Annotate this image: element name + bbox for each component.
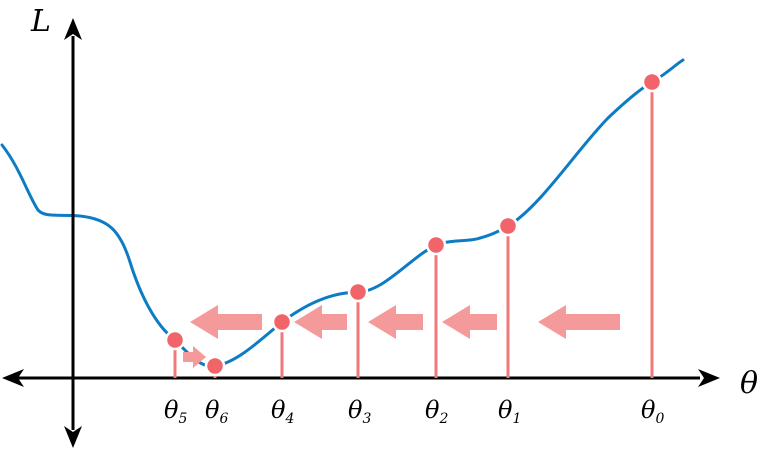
- point-theta1: [497, 215, 519, 237]
- label-theta0: θ0: [641, 396, 664, 427]
- label-theta2: θ2: [425, 396, 448, 427]
- label-theta5: θ5: [164, 396, 187, 427]
- step-arrow-right: [183, 346, 206, 368]
- iterate-points: [164, 71, 663, 377]
- y-axis-bottom-arrowhead: [64, 426, 82, 448]
- loss-curve: [0, 58, 685, 368]
- step-arrow-left: [538, 305, 620, 339]
- drop-lines: [173, 82, 654, 378]
- label-theta1: θ1: [498, 396, 521, 427]
- y-axis-top-arrowhead: [64, 18, 82, 40]
- iterate-labels: θ5 θ6 θ4 θ3 θ2 θ1 θ0: [164, 396, 664, 427]
- point-theta5: [164, 329, 186, 351]
- label-theta3: θ3: [348, 396, 371, 427]
- step-arrows: [183, 305, 620, 368]
- x-axis-label: θ: [740, 366, 758, 401]
- point-theta2: [425, 234, 447, 256]
- label-theta6: θ6: [205, 396, 228, 427]
- point-theta0: [641, 71, 663, 93]
- x-axis-right-arrowhead: [698, 369, 720, 387]
- step-arrow-left: [442, 305, 497, 339]
- point-theta3: [347, 281, 369, 303]
- step-arrow-left: [294, 305, 347, 339]
- point-theta6: [204, 355, 226, 377]
- step-arrow-left: [190, 305, 262, 339]
- step-arrow-left: [368, 305, 423, 339]
- x-axis-left-arrowhead: [2, 369, 24, 387]
- point-theta4: [271, 311, 293, 333]
- label-theta4: θ4: [271, 396, 294, 427]
- y-axis-label: L: [30, 4, 51, 39]
